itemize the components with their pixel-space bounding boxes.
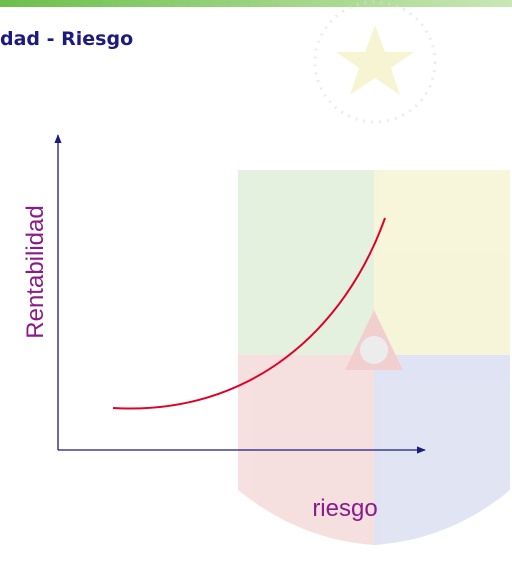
risk-return-curve — [112, 217, 386, 410]
slide-title: dad - Riesgo — [0, 28, 133, 50]
y-axis-label: Rentabilidad — [22, 205, 49, 338]
crest-watermark — [238, 0, 510, 545]
x-axis-label: riesgo — [312, 495, 377, 522]
top-bar — [0, 0, 512, 7]
